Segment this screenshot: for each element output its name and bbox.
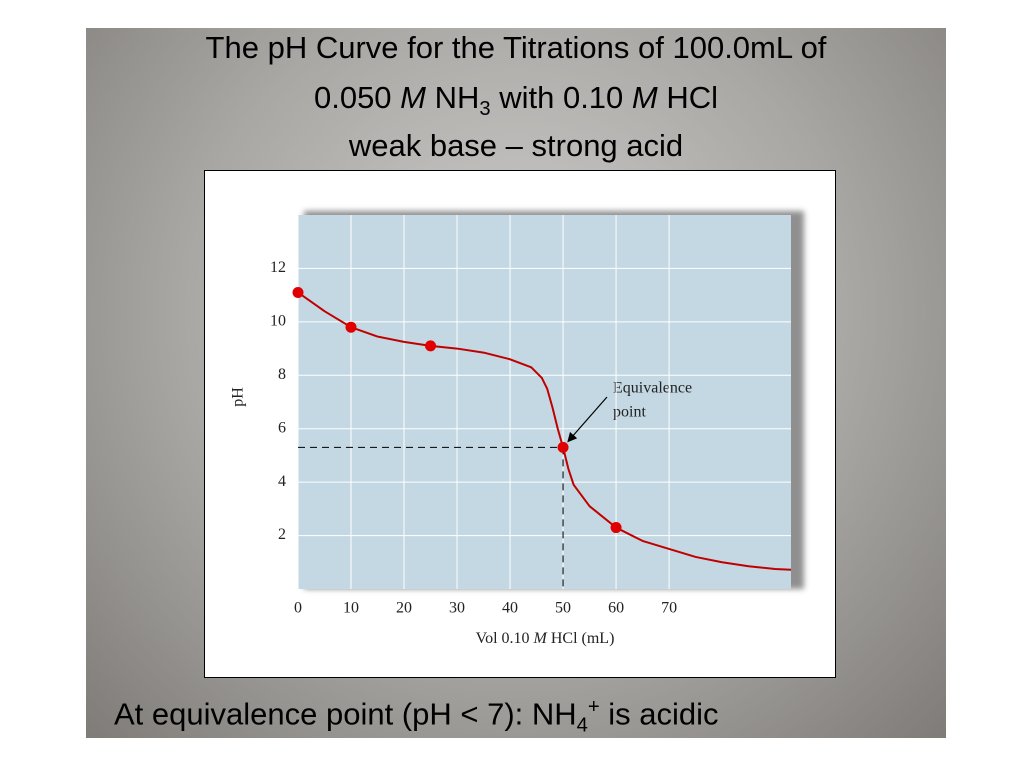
x-tick-label: 40 (502, 600, 518, 617)
title-part: with 0.10 (490, 80, 632, 115)
x-label-part: M (533, 630, 549, 647)
title-part: 0.050 (313, 80, 401, 115)
y-axis-label: pH (230, 387, 247, 407)
point (557, 441, 569, 453)
plot-area (298, 215, 791, 589)
title-line: weak base – strong acid (348, 128, 684, 163)
chart: pH Vol 0.10 M HCl (mL) Equivalence point… (230, 211, 804, 647)
title-part: NH (426, 80, 480, 115)
y-tick-label: 4 (278, 473, 286, 490)
title-part: M (631, 80, 658, 115)
title-part: 3 (479, 98, 491, 121)
point (610, 522, 622, 534)
annotation-arrow (567, 396, 608, 443)
y-tick-label: 8 (278, 366, 286, 383)
y-tick-label: 6 (278, 419, 286, 436)
title-part: M (400, 80, 426, 115)
point (425, 340, 437, 352)
x-label-part: HCl (mL) (547, 630, 615, 647)
footer-part: At equivalence point (pH < 7): NH (114, 696, 577, 732)
x-tick-label: 30 (449, 600, 465, 617)
y-tick-label: 2 (278, 526, 286, 543)
annotation: point (613, 404, 646, 421)
point (292, 286, 304, 298)
title-part: HCl (657, 80, 719, 115)
footer-part: + (587, 696, 600, 718)
footer-part: 4 (576, 714, 588, 737)
footer-part: is acidic (599, 696, 719, 732)
footer: At equivalence point (pH < 7): NH4+ is a… (114, 696, 719, 738)
title-line: The pH Curve for the Titrations of 100.0… (205, 30, 827, 65)
chart-box: pH Vol 0.10 M HCl (mL) Equivalence point… (204, 170, 836, 678)
x-tick-label: 50 (555, 600, 571, 617)
x-tick-label: 20 (396, 600, 412, 617)
point (345, 321, 357, 333)
annotation: Equivalence (613, 380, 692, 397)
x-tick-label: 10 (343, 600, 359, 617)
line (297, 291, 792, 571)
x-axis-label: Vol 0.10 M HCl (mL) (476, 630, 615, 647)
title-line: 0.050 M NH3 with 0.10 M HCl (86, 80, 946, 127)
x-tick-label: 0 (294, 600, 302, 617)
y-tick-label: 10 (270, 313, 286, 330)
x-label-part: Vol 0.10 (476, 630, 534, 647)
y-tick-label: 12 (270, 259, 286, 276)
x-tick-label: 60 (608, 600, 624, 617)
x-tick-label: 70 (661, 600, 677, 617)
